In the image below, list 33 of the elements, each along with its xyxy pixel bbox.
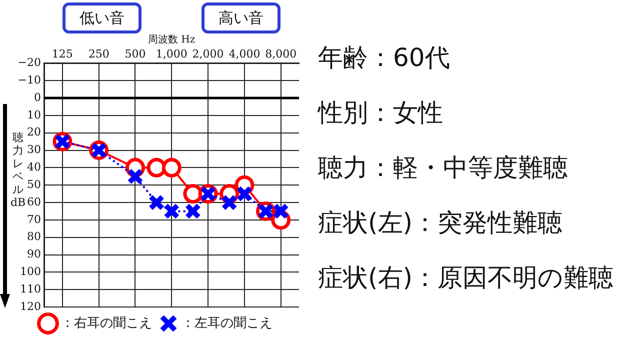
text: 年齢：60代 [318,42,451,74]
x-tick-label: 4,000 [228,47,260,60]
x-tick-label: 8,000 [265,47,297,60]
x-tick-label: 1,000 [156,47,188,60]
y-tick-label: −10 [18,73,41,86]
x-tick-label: 2,000 [192,47,224,60]
text: 症状(右)：原因不明の難聴 [318,262,614,294]
x-tick-label: 500 [124,47,146,60]
y-tick-label: 80 [27,230,41,244]
legend-label: ：左耳の聞こえ [182,315,272,330]
y-axis-title: 聴力レベル dB [10,131,26,210]
y-tick-label: 110 [20,282,41,296]
text: 高い音 [218,8,264,27]
y-tick-label: 50 [27,178,41,191]
x-tick-label: 125 [52,47,73,60]
text: 性別：女性 [318,97,444,129]
y-tick-label: 60 [27,195,41,208]
y-tick-label: 30 [27,143,41,156]
y-tick-label: 40 [27,160,41,174]
text: 症状(左)：突発性難聴 [318,207,564,239]
y-tick-label: 100 [20,265,41,278]
text: 低い音 [80,8,124,27]
y-tick-label: 0 [34,90,41,104]
y-tick-label: 70 [27,212,41,226]
x-tick-label: 250 [88,47,110,60]
text: 聴力：軽・中等度難聴 [318,152,569,184]
y-tick-label: 20 [27,126,41,139]
x-axis-title: 周波数 Hz [148,34,196,46]
y-tick-label: 120 [20,300,41,313]
legend-label: ：右耳の聞こえ [61,315,152,330]
y-tick-label: 10 [27,108,41,122]
y-tick-label: −20 [18,56,41,70]
y-tick-label: 90 [27,248,41,261]
